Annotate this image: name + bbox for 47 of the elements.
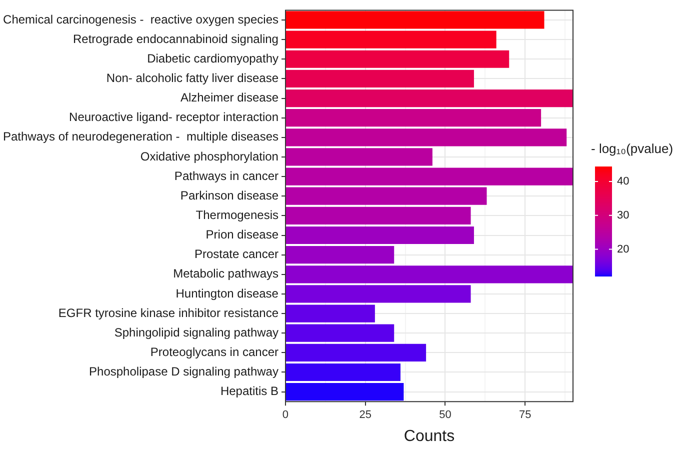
y-tick-label: Hepatitis B xyxy=(220,384,278,398)
x-tick-label: 0 xyxy=(282,409,289,422)
y-tick-label: Pathways in cancer xyxy=(174,168,278,183)
bar xyxy=(286,383,404,401)
bar xyxy=(286,11,544,29)
bar xyxy=(286,109,542,127)
color-bar-label: 30 xyxy=(617,209,630,222)
y-tick-label: Metabolic pathways xyxy=(173,266,278,281)
bar xyxy=(286,206,471,224)
bar xyxy=(286,70,474,88)
x-axis-title: Counts xyxy=(404,428,455,445)
color-bar-title: - log₁₀(pvalue) xyxy=(591,141,674,156)
y-tick-label: Retrograde endocannabinoid signaling xyxy=(72,32,278,46)
bar xyxy=(286,363,400,382)
bar xyxy=(286,226,474,244)
y-tick-label: Neuroactive ligand- receptor interaction xyxy=(69,110,278,124)
bar xyxy=(286,304,375,322)
y-tick-label: Prion disease xyxy=(206,228,279,242)
y-tick-label: Proteoglycans in cancer xyxy=(150,344,278,359)
y-tick-label: Pathways of neurodegeneration - multiple diseases xyxy=(2,130,278,144)
color-bar-label: 40 xyxy=(617,176,630,188)
color-bar-label: 20 xyxy=(617,243,630,256)
y-tick-label: Chemical carcinogenesis - reactive oxygen species xyxy=(3,12,278,26)
y-tick-label: Parkinson disease xyxy=(180,188,279,202)
y-tick-label: Non- alcoholic fatty liver disease xyxy=(106,71,279,86)
bar xyxy=(286,285,471,303)
x-tick-label: 75 xyxy=(518,409,532,422)
bar xyxy=(286,128,567,146)
y-tick-label: Huntington disease xyxy=(176,286,279,300)
bar xyxy=(286,246,394,264)
bar xyxy=(286,344,426,362)
y-tick-label: Alzheimer disease xyxy=(180,90,279,105)
y-tick-label: Diabetic cardiomyopathy xyxy=(147,51,278,66)
y-tick-label: Sphingolipid signaling pathway xyxy=(114,325,278,340)
y-tick-label: Prostate cancer xyxy=(194,247,278,262)
bar xyxy=(286,266,573,284)
bar xyxy=(286,89,573,108)
bar xyxy=(286,324,394,342)
x-tick-label: 50 xyxy=(439,409,452,422)
bar xyxy=(286,50,510,68)
bar xyxy=(286,187,487,205)
y-tick-label: Thermogenesis xyxy=(196,208,278,222)
y-tick-label: Phospholipase D signaling pathway xyxy=(89,364,278,379)
y-tick-label: EGFR tyrosine kinase inhibitor resistance xyxy=(58,306,279,320)
x-tick-label: 25 xyxy=(359,409,372,422)
y-tick-label: Oxidative phosphorylation xyxy=(140,149,278,164)
bar xyxy=(286,30,496,48)
